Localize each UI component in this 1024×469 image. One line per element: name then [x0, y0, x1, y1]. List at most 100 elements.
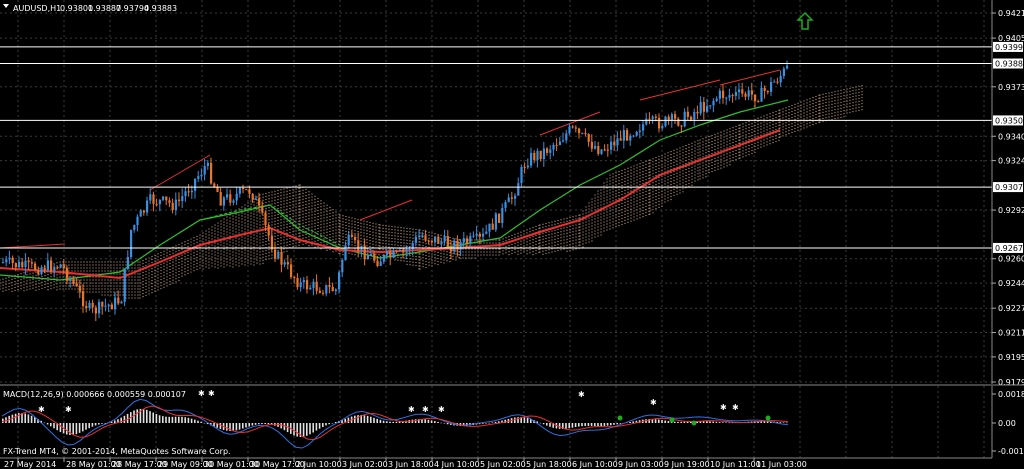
price-axis[interactable]: 0.942150.940500.937300.934050.932450.929… [991, 0, 1024, 387]
cloud-dot [342, 251, 344, 253]
trend-line[interactable] [359, 199, 413, 221]
cloud-dot [612, 176, 614, 178]
cloud-dot [299, 184, 301, 186]
trend-line[interactable] [539, 111, 601, 136]
cloud-dot [116, 285, 118, 287]
trend-line[interactable] [639, 79, 721, 101]
cloud-dot [220, 232, 222, 234]
cloud-dot [320, 218, 322, 220]
cloud-dot [226, 231, 228, 233]
candle-body [597, 146, 600, 154]
cloud-dot [645, 196, 647, 199]
cloud-dot [603, 212, 605, 214]
cloud-dot [579, 232, 581, 234]
trend-line[interactable] [149, 154, 211, 191]
cloud-dot [378, 245, 380, 247]
cloud-dot [363, 232, 365, 234]
cloud-dot [738, 148, 740, 150]
cloud-dot [23, 287, 25, 289]
cloud-dot [415, 261, 417, 264]
cloud-dot [280, 240, 282, 242]
cloud-dot [652, 194, 654, 196]
cloud-dot [163, 280, 165, 282]
cloud-dot [769, 137, 771, 139]
candle-body [174, 199, 177, 211]
cloud-dot [769, 122, 771, 124]
candle-body [680, 125, 683, 127]
cloud-dot [229, 259, 231, 261]
cloud-dot [217, 252, 219, 254]
cloud-dot [314, 228, 316, 230]
cloud-dot [809, 104, 811, 106]
cloud-dot [400, 257, 402, 259]
cloud-dot [597, 199, 599, 201]
time-tick-label: 2 Jun 10:00 [296, 460, 342, 469]
cloud-dot [788, 124, 790, 126]
cloud-dot [372, 228, 374, 230]
candle-body [18, 261, 21, 268]
cloud-dot [514, 248, 516, 250]
cloud-dot [211, 253, 213, 255]
cloud-dot [782, 129, 784, 131]
candle-body [546, 148, 549, 153]
cloud-dot [268, 210, 270, 212]
cloud-dot [618, 222, 620, 224]
sell-signal-icon: ✱ [208, 389, 215, 398]
macd-bar [485, 423, 487, 424]
cloud-dot [137, 285, 139, 287]
cloud-dot [858, 109, 860, 111]
candle-body [226, 194, 229, 198]
cloud-dot [305, 206, 307, 209]
cloud-dot [852, 111, 854, 113]
cloud-dot [682, 176, 684, 178]
cloud-dot [579, 223, 581, 225]
cloud-dot [579, 241, 581, 243]
cloud-dot [104, 294, 106, 296]
cloud-dot [286, 208, 288, 210]
cloud-dot [729, 131, 731, 133]
cloud-dot [732, 145, 734, 147]
trend-line[interactable] [0, 243, 66, 249]
cloud-dot [597, 229, 599, 231]
cloud-dot [142, 260, 144, 262]
macd-bar [494, 421, 497, 423]
cloud-dot [806, 114, 808, 116]
cloud-dot [772, 112, 774, 114]
cloud-dot [256, 259, 258, 261]
cloud-dot [606, 190, 608, 192]
cloud-dot [760, 125, 762, 127]
candle-body [670, 114, 673, 121]
macd-bar [706, 421, 708, 423]
cloud-dot [812, 124, 814, 126]
macd-bar [366, 415, 369, 423]
cloud-dot [609, 216, 611, 218]
cloud-dot [375, 253, 377, 255]
cloud-dot [145, 285, 147, 287]
cloud-dot [679, 153, 681, 155]
cloud-dot [615, 223, 617, 225]
cloud-dot [639, 172, 641, 174]
cloud-dot [342, 221, 344, 223]
cloud-dot [128, 270, 130, 272]
trend-line[interactable] [719, 69, 781, 86]
macd-bar [126, 413, 129, 423]
cloud-dot [259, 224, 261, 226]
cloud-dot [247, 229, 249, 231]
cloud-dot [694, 174, 696, 176]
cloud-dot [714, 157, 716, 159]
cloud-dot [831, 91, 833, 93]
cloud-dot [244, 261, 246, 263]
cloud-dot [247, 226, 249, 228]
cloud-dot [837, 108, 839, 110]
cloud-dot [80, 264, 82, 266]
cloud-dot [797, 126, 799, 128]
macd-bar [110, 421, 113, 423]
cloud-dot [2, 284, 4, 286]
cloud-dot [17, 289, 19, 291]
cloud-dot [339, 253, 341, 255]
cloud-dot [545, 225, 547, 228]
cloud-dot [305, 188, 307, 191]
